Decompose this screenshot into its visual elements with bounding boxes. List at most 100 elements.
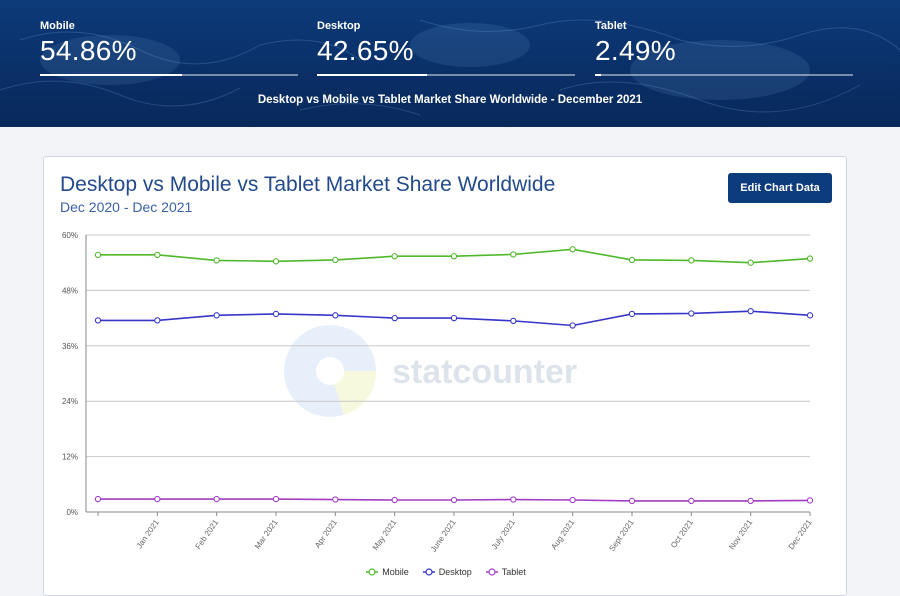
chart-date-range: Dec 2020 - Dec 2021: [60, 199, 193, 215]
data-point-tablet[interactable]: [510, 496, 517, 503]
x-tick-label: Mar 2021: [253, 518, 280, 551]
data-point-mobile[interactable]: [213, 257, 220, 264]
data-point-mobile[interactable]: [747, 259, 754, 266]
y-tick-label: 36%: [62, 342, 78, 351]
y-tick-label: 0%: [66, 508, 78, 517]
y-tick-label: 24%: [62, 397, 78, 406]
data-point-desktop[interactable]: [747, 308, 754, 315]
data-point-mobile[interactable]: [628, 256, 636, 264]
data-point-mobile[interactable]: [806, 255, 814, 262]
data-point-desktop[interactable]: [510, 317, 517, 325]
legend-item-mobile[interactable]: Mobile: [366, 567, 409, 577]
stat-desktop-bar: [317, 74, 575, 76]
watermark-logo-slice: [330, 371, 377, 415]
series-tablet: [94, 495, 814, 505]
data-point-desktop[interactable]: [94, 317, 102, 324]
x-tick-label: Jan 2021: [135, 518, 162, 551]
y-tick-label: 12%: [62, 453, 78, 462]
stat-mobile: Mobile 54.86%: [40, 20, 298, 76]
watermark-logo-hole: [316, 357, 344, 385]
data-point-mobile[interactable]: [94, 251, 102, 259]
data-point-tablet[interactable]: [806, 497, 814, 504]
data-point-desktop[interactable]: [628, 310, 636, 318]
stat-desktop: Desktop 42.65%: [317, 20, 575, 76]
data-point-desktop[interactable]: [154, 317, 161, 324]
data-point-tablet[interactable]: [272, 495, 280, 503]
y-tick-label: 48%: [62, 286, 78, 295]
data-point-mobile[interactable]: [272, 258, 280, 265]
legend-tablet-label: Tablet: [501, 567, 526, 577]
data-point-mobile[interactable]: [391, 253, 398, 260]
data-point-mobile[interactable]: [688, 257, 695, 264]
data-point-tablet[interactable]: [628, 497, 636, 505]
data-point-desktop[interactable]: [391, 314, 398, 322]
data-point-desktop[interactable]: [213, 312, 220, 319]
data-point-desktop[interactable]: [272, 310, 280, 318]
banner-subtitle: Desktop vs Mobile vs Tablet Market Share…: [257, 94, 643, 106]
data-point-desktop[interactable]: [450, 314, 458, 322]
x-axis: Jan 2021 Feb 2021 Mar 2021 Apr 2021 May 2021…: [86, 511, 814, 554]
data-point-desktop[interactable]: [688, 310, 695, 317]
legend-desktop-label: Desktop: [438, 567, 472, 577]
x-tick-label: Nov 2021: [727, 518, 754, 552]
data-point-tablet[interactable]: [747, 497, 754, 505]
data-point-tablet[interactable]: [154, 495, 161, 503]
data-point-desktop[interactable]: [332, 312, 339, 319]
stat-desktop-bar-fill: [317, 74, 428, 76]
chart-legend: Mobile Desktop Tablet: [44, 567, 848, 577]
series-desktop: [94, 308, 814, 329]
series-mobile: [94, 246, 814, 266]
legend-desktop-marker-icon: [422, 568, 435, 576]
line-chart: statcounter 0% 12% 24% 36% 48% 60% Jan 2021 Fe…: [62, 231, 814, 554]
x-tick-label: May 2021: [371, 518, 399, 552]
stat-tablet-bar: [595, 74, 853, 76]
data-point-tablet[interactable]: [94, 495, 102, 503]
data-point-tablet[interactable]: [332, 496, 339, 503]
data-point-mobile[interactable]: [450, 253, 458, 260]
data-point-mobile[interactable]: [510, 251, 517, 258]
chart-card: Desktop vs Mobile vs Tablet Market Share…: [43, 156, 847, 596]
legend-item-tablet[interactable]: Tablet: [485, 567, 526, 577]
chart-series: [94, 246, 814, 505]
x-tick-label: July 2021: [490, 518, 517, 552]
data-point-tablet[interactable]: [391, 496, 398, 504]
stat-desktop-label: Desktop: [317, 20, 361, 32]
stat-tablet-label: Tablet: [595, 20, 627, 32]
watermark-text: statcounter: [392, 353, 577, 391]
x-tick-label: Aug 2021: [549, 518, 576, 552]
x-tick-label: Dec 2021: [787, 518, 814, 552]
edit-chart-data-button[interactable]: Edit Chart Data: [728, 173, 832, 203]
data-point-tablet[interactable]: [688, 497, 695, 505]
x-tick-label: Oct 2021: [669, 518, 695, 550]
legend-mobile-label: Mobile: [382, 567, 409, 577]
stat-desktop-value: 42.65%: [317, 35, 414, 66]
data-point-tablet[interactable]: [213, 495, 220, 503]
data-point-mobile[interactable]: [569, 246, 576, 253]
x-tick-label: Sept 2021: [607, 518, 636, 553]
stat-mobile-bar: [40, 74, 298, 76]
y-axis: 0% 12% 24% 36% 48% 60%: [62, 231, 87, 517]
stat-mobile-value: 54.86%: [40, 35, 137, 66]
data-point-mobile[interactable]: [154, 251, 161, 259]
stat-mobile-label: Mobile: [40, 20, 75, 32]
legend-item-desktop[interactable]: Desktop: [422, 567, 472, 577]
data-point-desktop[interactable]: [806, 312, 814, 319]
data-point-tablet[interactable]: [569, 496, 576, 504]
stat-tablet-value: 2.49%: [595, 35, 676, 66]
legend-mobile-marker-icon: [366, 568, 379, 576]
data-point-mobile[interactable]: [332, 256, 339, 264]
data-point-desktop[interactable]: [569, 322, 576, 329]
stat-tablet-bar-fill: [595, 74, 602, 76]
world-map-background: [0, 19, 900, 116]
x-tick-label: June 2021: [429, 518, 458, 554]
watermark-logo-icon: [284, 325, 376, 417]
x-tick-label: Apr 2021: [313, 518, 339, 550]
stat-mobile-bar-fill: [40, 74, 182, 76]
legend-tablet-marker-icon: [485, 568, 498, 576]
y-tick-label: 60%: [62, 231, 78, 240]
stat-tablet: Tablet 2.49%: [595, 20, 853, 76]
data-point-tablet[interactable]: [450, 496, 458, 504]
x-tick-label: Feb 2021: [194, 518, 221, 551]
watermark: statcounter: [284, 325, 577, 417]
stats-banner: Mobile 54.86% Desktop 42.65% Tablet 2.49…: [0, 0, 900, 127]
